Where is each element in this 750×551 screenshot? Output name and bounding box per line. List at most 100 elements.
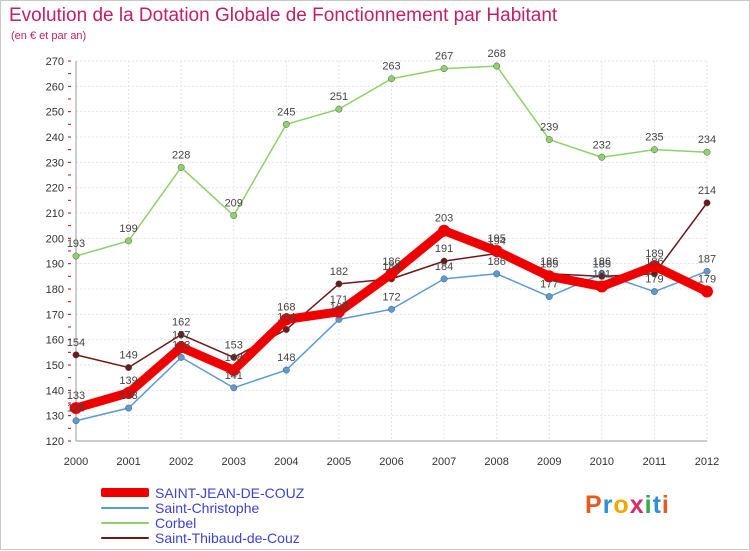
x-tick-label: 2001 [116,456,140,468]
data-label-corbel: 193 [67,238,85,250]
legend-item-saint-jean-de-couz: SAINT-JEAN-DE-COUZ [101,485,304,501]
data-label-corbel: 251 [330,91,348,103]
y-tick-label: 130 [46,411,64,423]
data-label-saint-thibaud-de-couz: 185 [593,258,611,270]
data-label-saint-thibaud-de-couz: 149 [119,350,137,362]
data-point-saint-christophe [230,384,238,392]
data-label-corbel: 232 [593,139,611,151]
data-label-saint-thibaud-de-couz: 164 [277,312,295,324]
logo-letter: t [652,491,662,519]
data-point-corbel [545,136,553,143]
data-label-corbel: 209 [225,198,243,210]
y-tick-label: 240 [46,132,64,144]
x-tick-label: 2002 [169,456,193,468]
y-tick-label: 180 [46,284,64,296]
data-point-saint-jean-de-couz [438,224,451,237]
data-label-saint-jean-de-couz: 139 [119,375,137,387]
data-label-saint-christophe: 168 [330,301,348,313]
data-label-corbel: 235 [645,132,663,144]
data-label-corbel: 228 [172,149,190,161]
y-tick-label: 260 [46,81,64,93]
y-tick-label: 160 [46,335,64,347]
data-label-saint-christophe: 153 [172,339,190,351]
data-point-saint-thibaud-de-couz [703,199,711,207]
x-tick-label: 2011 [643,456,667,468]
chart-title: Evolution de la Dotation Globale de Fonc… [9,5,558,26]
data-point-saint-christophe [72,417,80,425]
y-tick-label: 250 [46,107,64,119]
data-label-saint-jean-de-couz: 179 [698,274,716,286]
data-point-saint-thibaud-de-couz [335,280,343,288]
legend: SAINT-JEAN-DE-COUZ Saint-Christophe Corb… [101,485,304,546]
data-label-saint-christophe: 177 [540,279,558,291]
legend-swatch [101,488,149,497]
x-tick-label: 2003 [222,456,246,468]
logo-letter: i [661,491,670,519]
data-label-saint-christophe: 179 [645,274,663,286]
data-label-corbel: 267 [435,51,453,63]
data-label-saint-christophe: 184 [435,261,453,273]
x-tick-label: 2008 [484,456,508,468]
data-point-saint-thibaud-de-couz [230,353,238,361]
data-point-saint-thibaud-de-couz [72,351,80,359]
data-label-saint-christophe: 186 [593,256,611,268]
data-point-saint-jean-de-couz [70,402,82,415]
data-label-saint-thibaud-de-couz: 162 [172,317,190,329]
data-label-corbel: 199 [119,223,137,235]
data-label-saint-thibaud-de-couz: 186 [540,256,558,268]
data-point-corbel [282,120,290,128]
x-tick-label: 2000 [64,456,88,468]
data-point-corbel [703,148,711,156]
logo-letter: o [613,491,630,519]
y-tick-label: 150 [46,360,64,372]
data-point-saint-jean-de-couz [280,313,293,326]
y-tick-label: 210 [46,208,64,220]
data-point-corbel [650,146,658,154]
data-label-saint-christophe: 133 [119,390,137,402]
legend-swatch [101,521,149,524]
data-point-corbel [598,153,606,161]
data-label-corbel: 263 [382,61,400,73]
data-point-saint-thibaud-de-couz [440,257,448,265]
logo-letter: x [629,491,645,519]
data-label-saint-thibaud-de-couz: 184 [382,261,400,273]
y-tick-label: 190 [46,259,64,271]
data-label-saint-thibaud-de-couz: 191 [435,243,453,255]
data-label-corbel: 234 [698,134,716,146]
data-label-saint-jean-de-couz: 157 [172,329,190,341]
data-point-saint-christophe [440,275,448,283]
data-point-saint-christophe [388,305,395,313]
data-point-corbel [72,252,80,260]
data-point-saint-jean-de-couz [122,386,135,399]
data-label-saint-christophe: 186 [487,256,505,268]
data-point-saint-christophe [545,293,553,301]
data-label-saint-thibaud-de-couz: 182 [330,266,348,278]
data-label-saint-jean-de-couz: 171 [330,294,348,306]
data-label-saint-jean-de-couz: 148 [225,352,243,364]
data-label-saint-jean-de-couz: 185 [540,258,558,270]
x-tick-label: 2010 [590,456,614,468]
data-label-saint-christophe: 141 [225,370,243,382]
legend-swatch [101,536,149,539]
x-tick-label: 2009 [537,456,561,468]
data-label-saint-jean-de-couz: 133 [67,390,85,402]
data-label-corbel: 239 [540,122,558,134]
data-point-saint-jean-de-couz [227,364,240,377]
data-point-saint-christophe [703,267,711,275]
x-tick-label: 2005 [327,456,351,468]
legend-label: Saint-Thibaud-de-Couz [155,529,300,546]
data-point-corbel [177,163,185,171]
y-tick-label: 200 [46,233,64,245]
data-label-saint-christophe: 148 [277,352,295,364]
data-label-saint-christophe: 172 [382,291,400,303]
data-label-saint-jean-de-couz: 203 [435,213,453,225]
data-point-saint-jean-de-couz [543,270,556,283]
data-point-corbel [388,75,395,83]
y-tick-label: 120 [46,436,64,448]
data-label-saint-jean-de-couz: 168 [277,301,295,313]
legend-item-saint-thibaud-de-couz: Saint-Thibaud-de-Couz [101,529,304,546]
logo-letter: P [585,491,603,519]
x-tick-label: 2007 [432,456,456,468]
data-point-saint-thibaud-de-couz [125,364,133,371]
